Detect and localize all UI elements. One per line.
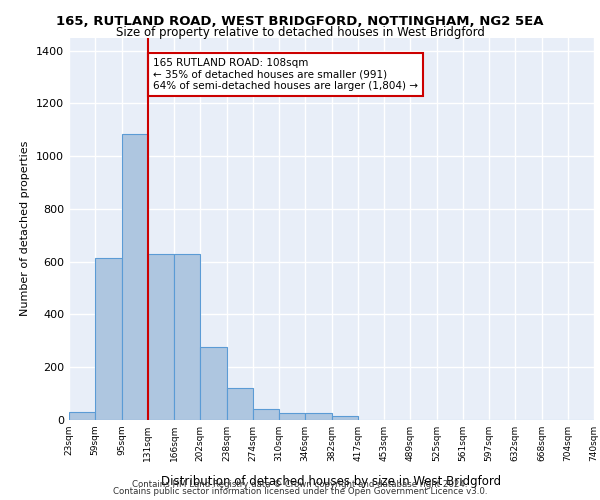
Y-axis label: Number of detached properties: Number of detached properties bbox=[20, 141, 31, 316]
Bar bbox=[148, 254, 174, 420]
Bar bbox=[200, 348, 227, 420]
Text: Size of property relative to detached houses in West Bridgford: Size of property relative to detached ho… bbox=[116, 26, 484, 39]
Bar bbox=[121, 134, 148, 420]
Bar bbox=[331, 416, 358, 420]
Text: Contains public sector information licensed under the Open Government Licence v3: Contains public sector information licen… bbox=[113, 487, 487, 496]
Bar bbox=[69, 412, 95, 420]
Bar bbox=[253, 410, 279, 420]
Text: Contains HM Land Registry data © Crown copyright and database right 2024.: Contains HM Land Registry data © Crown c… bbox=[132, 480, 468, 489]
Bar bbox=[174, 254, 200, 420]
Bar bbox=[95, 258, 121, 420]
Bar bbox=[305, 414, 331, 420]
Text: 165 RUTLAND ROAD: 108sqm
← 35% of detached houses are smaller (991)
64% of semi-: 165 RUTLAND ROAD: 108sqm ← 35% of detach… bbox=[153, 58, 418, 91]
X-axis label: Distribution of detached houses by size in West Bridgford: Distribution of detached houses by size … bbox=[161, 475, 502, 488]
Bar bbox=[279, 414, 305, 420]
Text: 165, RUTLAND ROAD, WEST BRIDGFORD, NOTTINGHAM, NG2 5EA: 165, RUTLAND ROAD, WEST BRIDGFORD, NOTTI… bbox=[56, 15, 544, 28]
Bar bbox=[227, 388, 253, 420]
